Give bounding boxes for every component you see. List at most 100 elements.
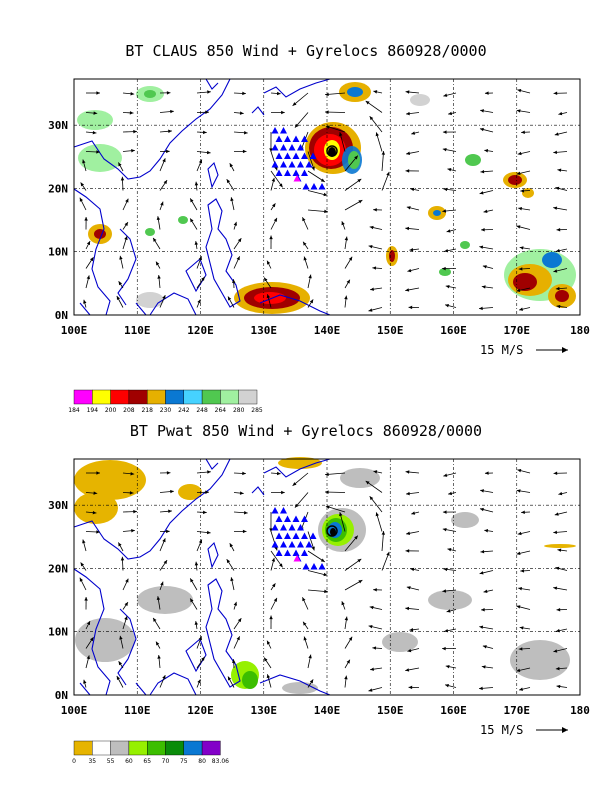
- colorbar-swatch: [165, 389, 184, 405]
- coastline-segment: [135, 682, 147, 696]
- wind-vector: [307, 274, 312, 289]
- wind-vector: [80, 562, 87, 571]
- wind-vector: [516, 287, 531, 293]
- colorbar-label: 194: [87, 407, 99, 414]
- colorbar-label: 264: [215, 407, 227, 414]
- colorbar-swatch: [146, 740, 166, 756]
- gyre-location-marker: [275, 169, 283, 176]
- wind-vector: [344, 616, 349, 630]
- colorbar-swatch: [110, 389, 130, 405]
- wind-vector: [80, 182, 87, 191]
- wind-vector: [159, 559, 168, 571]
- colorbar-swatch: [146, 389, 166, 405]
- wind-vector: [85, 111, 98, 115]
- wind-vector: [407, 648, 420, 653]
- wind-vector: [156, 216, 161, 230]
- wind-vector: [159, 509, 172, 513]
- gyre-location-marker: [284, 515, 291, 522]
- wind-vector: [229, 543, 235, 552]
- wind-vector: [516, 667, 531, 673]
- wind-vector: [442, 209, 457, 213]
- bottom-colorbar: 0 35 55 60 65 70 75 80 83.06: [72, 740, 229, 765]
- wind-vector: [270, 597, 278, 610]
- gyre-location-marker: [271, 144, 279, 151]
- wind-vector: [119, 635, 124, 649]
- wind-vector: [118, 281, 124, 289]
- wind-vector: [442, 646, 457, 651]
- wind-vector: [368, 687, 383, 692]
- wind-vector: [269, 235, 273, 250]
- wind-vector: [518, 267, 531, 271]
- wind-vector: [122, 129, 137, 134]
- wind-vector: [325, 505, 346, 513]
- wind-vector: [227, 676, 235, 688]
- wind-vector: [519, 626, 531, 630]
- y-tick-label: 30N: [48, 499, 68, 512]
- wind-vector: [480, 109, 494, 113]
- wind-vector: [556, 684, 568, 689]
- gyre-location-marker: [288, 144, 296, 151]
- wind-vector: [303, 256, 309, 269]
- wind-vector: [375, 132, 383, 152]
- colorbar-swatch: [128, 389, 148, 405]
- coastline-segment: [73, 78, 231, 180]
- wind-vector: [556, 607, 568, 612]
- wind-vector: [521, 130, 531, 135]
- wind-vector: [196, 299, 201, 308]
- wind-vector: [481, 285, 494, 289]
- wind-vector: [556, 304, 568, 309]
- wind-vector: [307, 170, 325, 183]
- wind-vector: [196, 276, 205, 289]
- x-tick-label: 180: [570, 704, 590, 717]
- wind-vector: [159, 471, 171, 475]
- wind-vector: [406, 111, 420, 116]
- wind-vector: [405, 226, 420, 231]
- wind-vector: [196, 656, 205, 669]
- wind-vector: [159, 489, 174, 494]
- x-tick-label: 170E: [504, 324, 531, 337]
- wind-vector: [269, 511, 273, 533]
- wind-vector: [270, 91, 281, 96]
- wind-vector: [270, 203, 276, 211]
- gyre-location-marker: [284, 152, 291, 159]
- gyre-location-marker: [292, 152, 300, 159]
- bottom-map-panel: 100E 110E 120E 130E 140E 150E 160E 170E 180 0N 10…: [48, 457, 590, 765]
- gyre-location-marker: [284, 549, 291, 556]
- wind-vector: [442, 266, 457, 271]
- wind-vector: [83, 679, 87, 688]
- wind-vector: [307, 589, 328, 594]
- gyre-location-marker: [297, 524, 304, 531]
- wind-vector: [517, 531, 531, 536]
- wind-vector: [152, 237, 161, 250]
- wind-vector: [159, 529, 170, 534]
- wind-vector: [518, 586, 531, 591]
- gyre-location-marker: [280, 524, 287, 531]
- wind-vector: [325, 125, 346, 133]
- gyre-location-marker: [310, 563, 318, 570]
- gyre-location-marker: [301, 532, 308, 539]
- wind-vector: [405, 287, 420, 292]
- y-tick-label: 10N: [48, 626, 68, 639]
- wind-vector: [447, 168, 457, 172]
- wind-vector: [409, 248, 420, 252]
- coastline-segment: [117, 228, 137, 306]
- wind-vector: [443, 187, 457, 192]
- wind-vector: [341, 221, 346, 230]
- wind-vector: [446, 609, 457, 613]
- colorbar-label: 242: [178, 407, 190, 414]
- coastline-segment: [251, 106, 265, 116]
- wind-vector: [480, 169, 494, 174]
- wind-vector: [481, 665, 494, 669]
- wind-vector: [307, 570, 328, 577]
- wind-vector: [196, 159, 203, 172]
- coastline-segment: [259, 294, 331, 316]
- gyre-location-marker: [310, 183, 318, 190]
- top-map-panel: 100E 110E 120E 130E 140E 150E 160E 170E 180 0N 10…: [48, 78, 590, 414]
- wind-vector: [194, 621, 199, 630]
- gyre-location-marker: [284, 135, 291, 142]
- wind-vector: [373, 588, 383, 592]
- wind-vector: [266, 294, 272, 308]
- wind-vector: [302, 241, 309, 250]
- colorbar-swatch: [92, 740, 111, 756]
- wind-vector: [270, 217, 278, 230]
